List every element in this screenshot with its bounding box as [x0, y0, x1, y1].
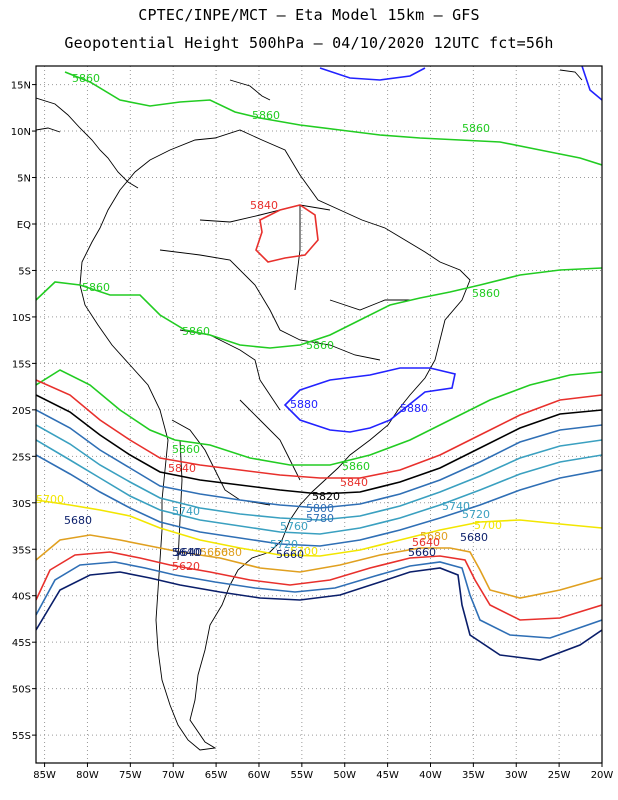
lon-tick-label: 50W	[333, 770, 356, 781]
contour-label: 5860	[252, 109, 280, 122]
lat-tick-label: 50S	[12, 685, 31, 696]
contour-label: 5840	[340, 476, 368, 489]
longitude-tick-labels: 85W 80W 75W 70W 65W 60W 55W 50W 45W 40W 35W 30W 25W 2…	[33, 763, 613, 781]
contour-label: 5860	[306, 339, 334, 352]
contour-label: 5720	[462, 508, 490, 521]
lat-tick-label: 5S	[18, 266, 31, 277]
contour-label: 5840	[168, 462, 196, 475]
contour-label: 5860	[72, 72, 100, 85]
map-frame	[35, 65, 603, 764]
contour-label: 5720	[270, 538, 298, 551]
contour-label: 5880	[400, 402, 428, 415]
contour-label: 5780	[306, 512, 334, 525]
contour-label: 5640	[174, 546, 202, 559]
contour-label: 5680	[420, 530, 448, 543]
lat-tick-label: 15S	[12, 359, 31, 370]
contour-label: 5860	[172, 443, 200, 456]
contour-label: 5860	[462, 122, 490, 135]
lat-tick-label: 55S	[12, 731, 31, 742]
lon-tick-label: 35W	[462, 770, 485, 781]
contour-label: 5860	[82, 281, 110, 294]
lon-tick-label: 65W	[205, 770, 228, 781]
contour-label: 5680	[214, 546, 242, 559]
contour-label: 5880	[290, 398, 318, 411]
contour-lines	[36, 66, 602, 661]
contour-label: 5740	[172, 505, 200, 518]
contour-label: 5820	[312, 490, 340, 503]
contour-label: 5860	[472, 287, 500, 300]
lat-tick-label: 25S	[12, 452, 31, 463]
lat-tick-label: 30S	[12, 499, 31, 510]
contour-label: 5760	[280, 520, 308, 533]
latitude-tick-labels: 15N 10N 5N EQ 5S 10S 15S 20S 25S 30S 35S 40S 45S 50S 5…	[11, 81, 36, 742]
lat-tick-label: 10N	[11, 127, 31, 138]
lat-tick-label: 40S	[12, 592, 31, 603]
contour-label: 5800	[306, 502, 334, 515]
lon-tick-label: 70W	[162, 770, 185, 781]
lon-tick-label: 45W	[376, 770, 399, 781]
lon-tick-label: 20W	[591, 770, 614, 781]
contour-label: 5700	[36, 493, 64, 506]
lon-tick-label: 60W	[248, 770, 271, 781]
lat-tick-label: EQ	[17, 220, 31, 231]
contour-label: 5860	[182, 325, 210, 338]
lat-tick-label: 10S	[12, 313, 31, 324]
contour-label: 5640	[412, 536, 440, 549]
contour-label: 5860	[342, 460, 370, 473]
lon-tick-label: 30W	[505, 770, 528, 781]
contour-label: 5700	[474, 519, 502, 532]
lat-tick-label: 15N	[11, 81, 31, 92]
lat-lon-grid	[36, 66, 603, 763]
lon-tick-label: 80W	[76, 770, 99, 781]
contour-label: 5660	[276, 548, 304, 561]
contour-label: 5620	[172, 560, 200, 573]
lon-tick-label: 25W	[548, 770, 571, 781]
map-subtitle: Geopotential Height 500hPa – 04/10/2020 …	[64, 34, 554, 52]
contour-label: 5680	[460, 531, 488, 544]
lat-tick-label: 20S	[12, 406, 31, 417]
contour-label: 5660	[200, 546, 228, 559]
lon-tick-label: 85W	[33, 770, 56, 781]
lon-tick-label: 40W	[419, 770, 442, 781]
lat-tick-label: 5N	[17, 174, 31, 185]
lat-tick-label: 45S	[12, 638, 31, 649]
lon-tick-label: 55W	[291, 770, 314, 781]
contour-label: 5700	[290, 545, 318, 558]
contour-labels: 5860 5860 5860 5860 5860 5860 5860 5860 5860 5840…	[36, 72, 502, 573]
map-title: CPTEC/INPE/MCT – Eta Model 15km – GFS	[138, 6, 480, 24]
contour-label: 5660	[408, 546, 436, 559]
contour-label: 5740	[442, 500, 470, 513]
lat-tick-label: 35S	[12, 545, 31, 556]
contour-label: 5680	[64, 514, 92, 527]
contour-label: 5840	[250, 199, 278, 212]
lon-tick-label: 75W	[119, 770, 142, 781]
contour-label: 5640	[172, 546, 200, 559]
